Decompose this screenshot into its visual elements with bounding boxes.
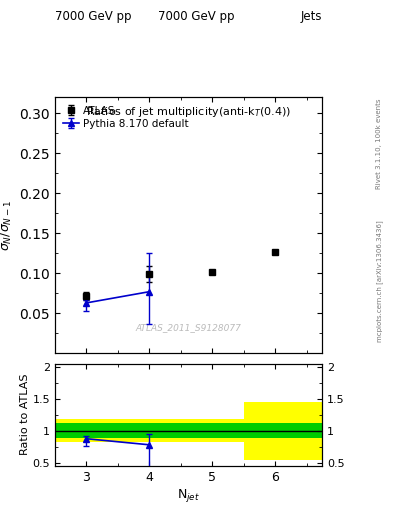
Y-axis label: Ratio to ATLAS: Ratio to ATLAS: [20, 374, 30, 456]
Y-axis label: $\sigma_N/\sigma_{N-1}$: $\sigma_N/\sigma_{N-1}$: [0, 200, 14, 251]
Text: Rivet 3.1.10, 100k events: Rivet 3.1.10, 100k events: [376, 98, 382, 188]
Text: 7000 GeV pp: 7000 GeV pp: [158, 10, 235, 23]
Text: 7000 GeV pp: 7000 GeV pp: [55, 10, 132, 23]
Legend: ATLAS, Pythia 8.170 default: ATLAS, Pythia 8.170 default: [60, 102, 192, 132]
Text: mcplots.cern.ch [arXiv:1306.3436]: mcplots.cern.ch [arXiv:1306.3436]: [376, 221, 383, 343]
Text: Ratios of jet multiplicity(anti-k$_T$(0.4)): Ratios of jet multiplicity(anti-k$_T$(0.…: [86, 105, 291, 119]
Text: ATLAS_2011_S9128077: ATLAS_2011_S9128077: [136, 323, 242, 332]
Text: Jets: Jets: [301, 10, 322, 23]
X-axis label: N$_{jet}$: N$_{jet}$: [177, 486, 200, 504]
